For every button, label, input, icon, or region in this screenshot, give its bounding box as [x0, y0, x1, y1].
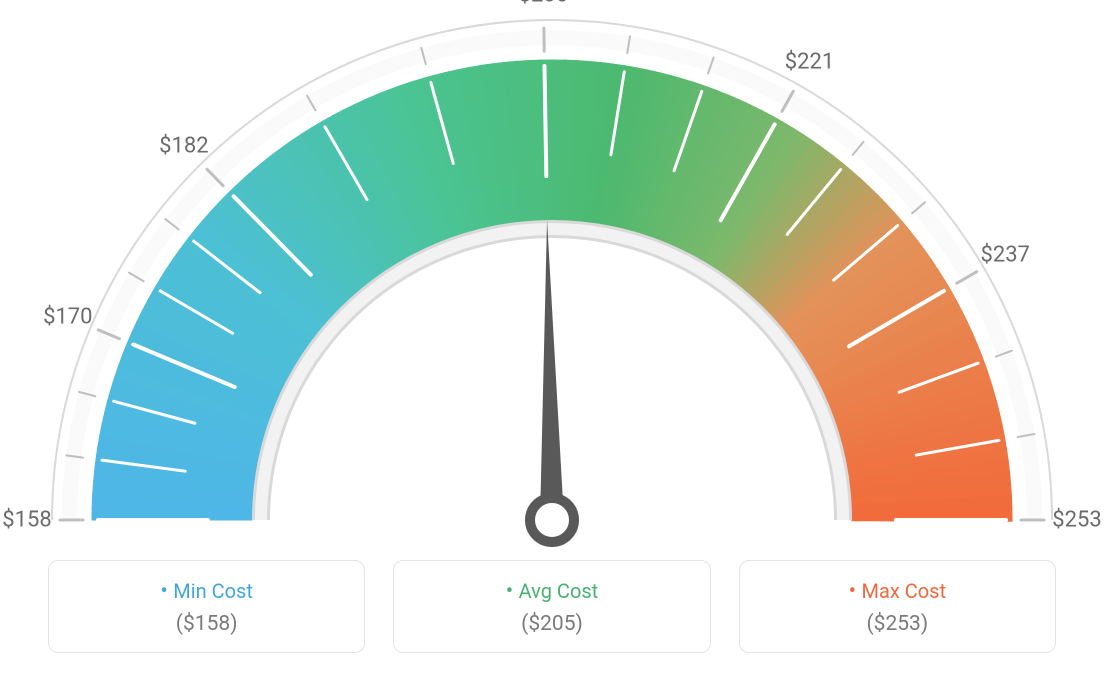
gauge-tick-label: $237: [980, 242, 1029, 267]
gauge-svg: [0, 0, 1104, 560]
legend-avg-title: Avg Cost: [394, 579, 709, 604]
legend-max-title: Max Cost: [740, 579, 1055, 604]
legend-max-value: ($253): [740, 612, 1055, 636]
gauge-tick-label: $170: [43, 305, 92, 330]
legend-card-avg: Avg Cost ($205): [393, 560, 710, 653]
gauge-tick-label: $182: [159, 133, 208, 158]
gauge-tick-label: $158: [2, 508, 51, 533]
gauge-tick-label: $253: [1052, 508, 1101, 533]
legend-card-max: Max Cost ($253): [739, 560, 1056, 653]
legend-min-title: Min Cost: [49, 579, 364, 604]
legend-min-value: ($158): [49, 612, 364, 636]
gauge-chart: $158 $170 $182 $205 $221 $237 $253: [0, 0, 1104, 560]
gauge-tick-label: $221: [785, 50, 834, 75]
legend-avg-value: ($205): [394, 612, 709, 636]
gauge-tick-label: $205: [519, 0, 568, 8]
legend-card-min: Min Cost ($158): [48, 560, 365, 653]
legend-row: Min Cost ($158) Avg Cost ($205) Max Cost…: [0, 560, 1104, 653]
